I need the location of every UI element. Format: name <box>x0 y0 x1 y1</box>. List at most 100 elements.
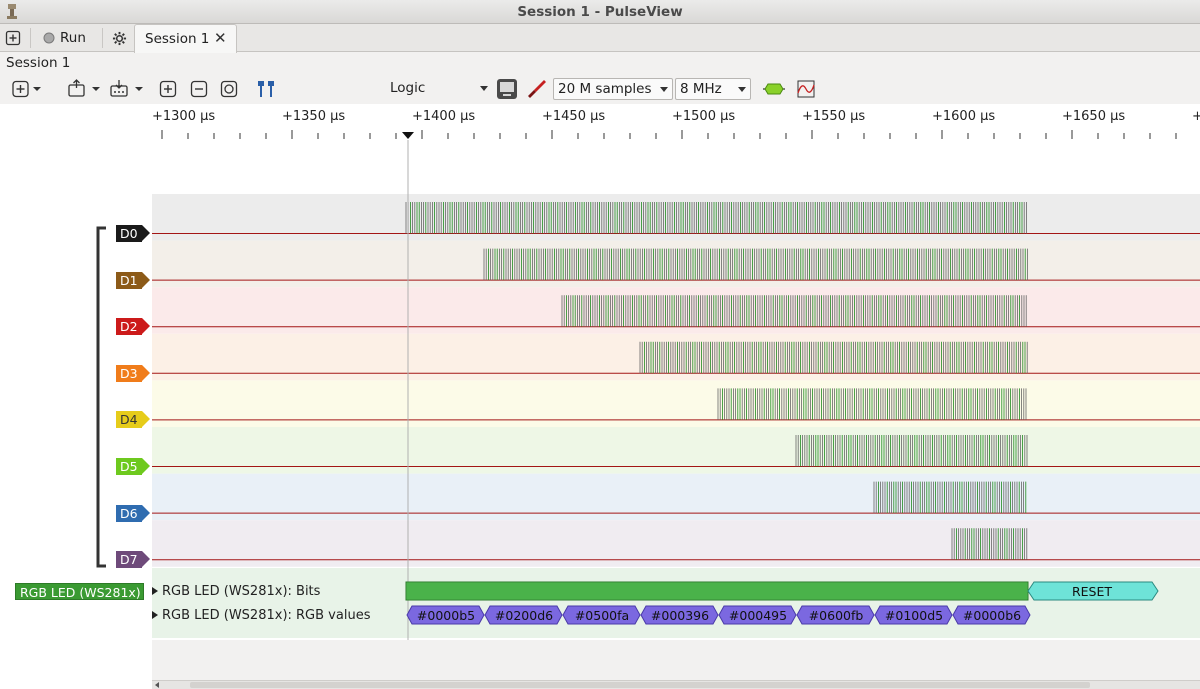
separator <box>30 28 31 48</box>
channel-badge-d4[interactable]: D4 <box>116 411 150 429</box>
ruler-tick-label: +1350 μs <box>282 109 346 124</box>
ruler-tick-label: +1300 μs <box>152 109 216 124</box>
channel-row-bg <box>152 194 1200 241</box>
channel-pulse-train <box>405 202 1027 234</box>
new-session-button[interactable] <box>5 27 21 49</box>
zoom-out-icon <box>190 80 208 98</box>
ruler-tick-label: +1600 μs <box>932 109 996 124</box>
chevron-down-icon <box>738 87 746 92</box>
channel-pulse-train <box>639 341 1028 374</box>
open-file-icon <box>68 79 100 97</box>
expand-arrow-icon[interactable] <box>152 611 158 619</box>
rgb-value-label: #0000b6 <box>963 608 1021 623</box>
device-label: Logic <box>390 80 426 96</box>
channel-row-bg <box>152 427 1200 474</box>
ruler-tick-label: +1400 μs <box>412 109 476 124</box>
close-icon[interactable]: ✕ <box>214 29 227 47</box>
decoder-bits-hatch <box>407 583 1027 599</box>
cursor-markers-icon <box>258 81 274 97</box>
tab-bar: Run Session 1 ✕ <box>0 24 1200 53</box>
expand-arrow-icon[interactable] <box>152 587 158 595</box>
probe-config-button[interactable] <box>526 78 548 100</box>
zoom-fit-button[interactable] <box>219 78 239 100</box>
channel-badge-d3[interactable]: D3 <box>116 364 150 382</box>
trace-view[interactable]: RESET #0000b5 #0200d6 #0500fa #000396 #000495… <box>152 140 1200 640</box>
channel-pulse-train <box>951 528 1028 560</box>
chevron-down-icon <box>480 86 488 91</box>
zoom-fit-icon <box>220 80 238 98</box>
channel-pulse-train <box>717 388 1027 420</box>
add-decoder-button[interactable] <box>762 78 786 100</box>
rgb-value-label: #0000b5 <box>417 608 475 623</box>
rgb-value-label: #0600fb <box>809 608 864 623</box>
decoder-bits-annotation <box>405 581 1029 601</box>
scroll-left-icon[interactable] <box>152 681 164 689</box>
add-channel-menu-button[interactable] <box>8 78 44 100</box>
rgb-value-label: #0100d5 <box>885 608 943 623</box>
channel-pulse-train <box>873 481 1027 514</box>
channel-header-pane <box>0 104 152 689</box>
sample-count-select[interactable]: 20 M samples <box>553 78 673 100</box>
cursor-button[interactable] <box>255 78 277 100</box>
channel-badge-d7[interactable]: D7 <box>116 551 150 569</box>
window-title: Session 1 - PulseView <box>517 4 683 20</box>
math-signal-icon <box>797 80 815 98</box>
rgb-value-label: #0200d6 <box>495 608 553 623</box>
decoder-row-bg <box>152 568 1200 638</box>
decoder-values-label: RGB LED (WS281x): RGB values <box>162 608 371 623</box>
channel-badge-d6[interactable]: D6 <box>116 504 150 522</box>
main-toolbar <box>0 74 1200 104</box>
sample-count-value: 20 M samples <box>558 81 652 97</box>
samplerate-value: 8 MHz <box>680 81 722 97</box>
tab-label: Session 1 <box>145 31 210 47</box>
record-indicator-icon <box>43 32 55 44</box>
ruler-tick-label: +1550 μs <box>802 109 866 124</box>
rgb-value-annotation <box>796 605 875 625</box>
settings-button[interactable] <box>112 27 127 49</box>
time-ruler[interactable]: +1300 μs +1350 μs +1400 μs +1450 μs +1500 μs… <box>152 104 1200 140</box>
scrollbar-thumb[interactable] <box>190 682 1090 688</box>
channel-row-bg <box>152 380 1200 427</box>
rgb-value-annotation <box>640 605 719 625</box>
channel-badge-d5[interactable]: D5 <box>116 458 150 475</box>
add-icon <box>12 80 41 98</box>
channel-badge-d2[interactable]: D2 <box>116 318 150 336</box>
title-bar: Session 1 - PulseView <box>0 0 1200 24</box>
decoder-badge[interactable]: RGB LED (WS281x) <box>15 583 144 600</box>
trace-canvas: RESET #0000b5 #0200d6 #0500fa #000396 #000495… <box>152 140 1200 640</box>
open-menu-button[interactable] <box>66 78 104 100</box>
rgb-value-annotation <box>952 605 1031 625</box>
samplerate-select[interactable]: 8 MHz <box>675 78 751 100</box>
ruler-ticks <box>161 130 1177 139</box>
zoom-in-icon <box>159 80 177 98</box>
rgb-value-annotation <box>406 605 485 625</box>
chevron-down-icon <box>660 87 668 92</box>
zoom-in-button[interactable] <box>158 78 178 100</box>
rgb-value-annotation <box>874 605 953 625</box>
device-config-button[interactable] <box>496 78 518 100</box>
save-icon <box>110 80 143 97</box>
rgb-value-annotation <box>718 605 797 625</box>
save-menu-button[interactable] <box>108 78 148 100</box>
tab-session-1[interactable]: Session 1 ✕ <box>134 24 237 53</box>
device-select[interactable]: Logic <box>382 78 492 100</box>
channel-pulse-train <box>483 248 1028 281</box>
decoder-icon <box>763 83 785 95</box>
channel-badge-d1[interactable]: D1 <box>116 271 150 289</box>
rgb-value-annotation <box>562 605 641 625</box>
zoom-out-button[interactable] <box>189 78 209 100</box>
monitor-icon <box>497 79 517 99</box>
decoder-reset-annotation <box>1027 581 1159 601</box>
channel-badge-d0[interactable]: D0 <box>116 225 150 242</box>
run-label: Run <box>60 30 86 46</box>
channel-pulse-train <box>561 295 1027 327</box>
horizontal-scrollbar[interactable] <box>152 680 1200 689</box>
rgb-value-label: #000396 <box>651 608 709 623</box>
channel-group-bracket <box>96 226 106 568</box>
ruler-tick-label: +1450 μs <box>542 109 606 124</box>
pulseview-app-icon <box>7 4 17 19</box>
run-button[interactable]: Run <box>42 27 86 49</box>
add-math-button[interactable] <box>796 78 816 100</box>
gear-icon <box>112 31 127 45</box>
channel-row-bg <box>152 520 1200 567</box>
